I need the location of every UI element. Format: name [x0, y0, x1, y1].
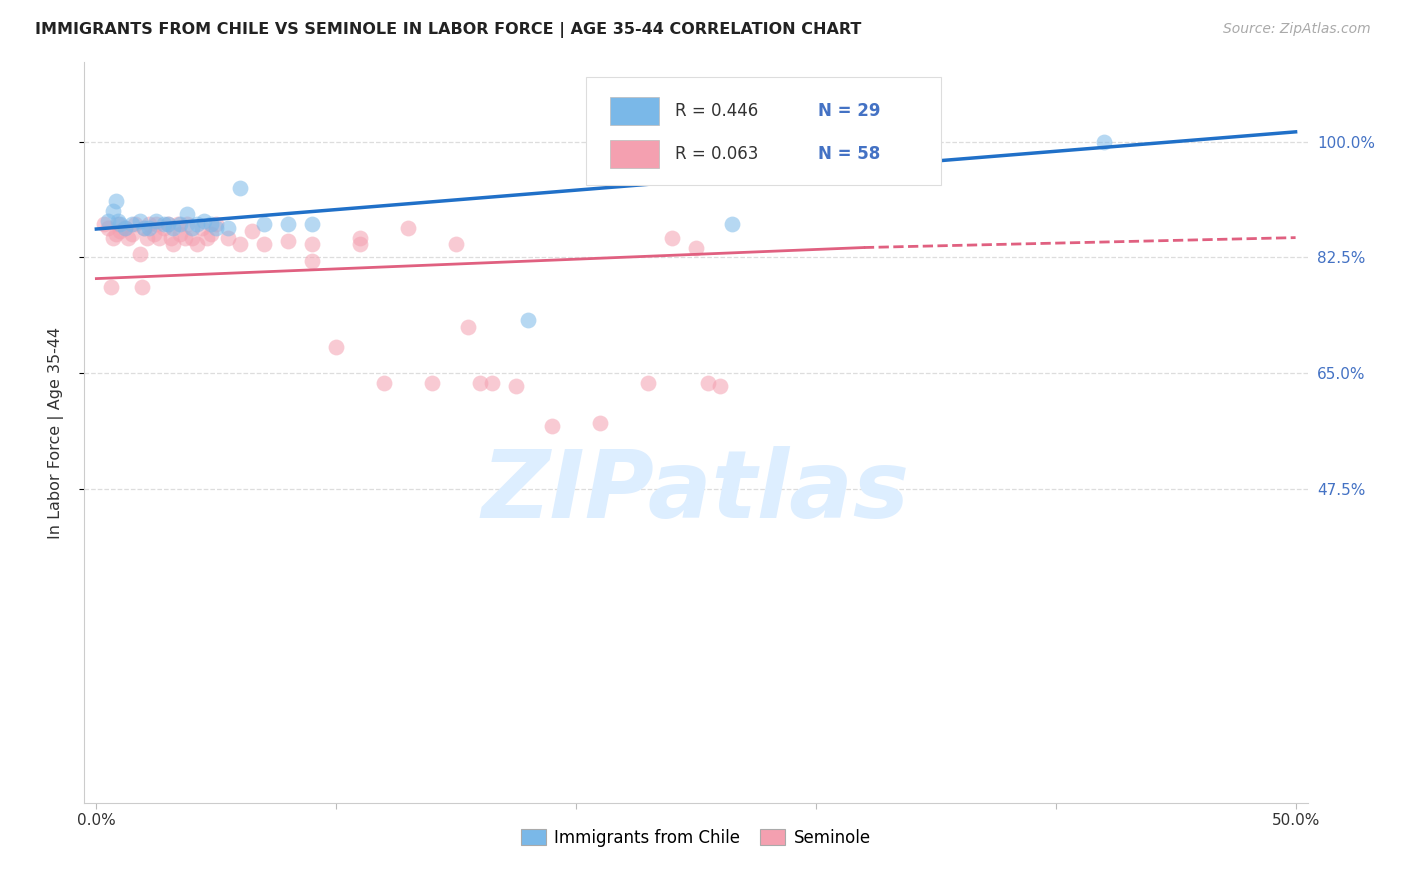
Point [661, 230, 683, 244]
Point [176, 218, 198, 232]
Point [277, 218, 299, 232]
Point [167, 218, 190, 232]
Point [121, 227, 143, 242]
Point [349, 230, 371, 244]
FancyBboxPatch shape [586, 78, 941, 185]
Point [200, 227, 222, 242]
Point [457, 319, 479, 334]
Point [468, 376, 491, 390]
Point [1092, 135, 1115, 149]
Point [186, 237, 208, 252]
Point [195, 230, 218, 244]
Text: Source: ZipAtlas.com: Source: ZipAtlas.com [1223, 22, 1371, 37]
Point [253, 237, 276, 252]
Point [134, 220, 156, 235]
Point [349, 237, 371, 252]
Point [145, 218, 167, 232]
Point [104, 227, 127, 242]
Point [152, 218, 174, 232]
Point [229, 237, 252, 252]
Point [152, 220, 174, 235]
Text: IMMIGRANTS FROM CHILE VS SEMINOLE IN LABOR FORCE | AGE 35-44 CORRELATION CHART: IMMIGRANTS FROM CHILE VS SEMINOLE IN LAB… [35, 22, 862, 38]
Point [104, 194, 127, 209]
Point [589, 416, 612, 430]
Point [145, 214, 167, 228]
Text: R = 0.063: R = 0.063 [675, 145, 759, 163]
Bar [610, 97, 659, 126]
Point [162, 237, 184, 252]
Point [505, 379, 527, 393]
Text: R = 0.446: R = 0.446 [675, 103, 758, 120]
Point [301, 237, 323, 252]
Bar [610, 140, 659, 169]
Point [217, 230, 239, 244]
Point [128, 214, 150, 228]
Point [124, 218, 146, 232]
Point [107, 214, 129, 228]
Text: N = 29: N = 29 [818, 103, 880, 120]
Point [176, 207, 198, 221]
Point [117, 230, 139, 244]
Point [138, 218, 160, 232]
Point [396, 220, 419, 235]
Y-axis label: In Labor Force | Age 35-44: In Labor Force | Age 35-44 [48, 326, 63, 539]
Point [181, 230, 204, 244]
Point [148, 230, 170, 244]
Point [709, 379, 731, 393]
Point [697, 376, 720, 390]
Point [517, 313, 540, 327]
Point [157, 218, 180, 232]
Text: ZIPatlas: ZIPatlas [482, 446, 910, 538]
Point [121, 218, 143, 232]
Point [301, 253, 323, 268]
Point [157, 218, 180, 232]
Point [93, 218, 115, 232]
Point [721, 218, 744, 232]
Point [101, 204, 124, 219]
Point [444, 237, 467, 252]
Point [159, 230, 181, 244]
Point [205, 218, 228, 232]
Point [169, 218, 191, 232]
Point [217, 220, 239, 235]
Point [169, 227, 191, 242]
Point [420, 376, 443, 390]
Point [186, 218, 208, 232]
Point [100, 280, 122, 294]
Point [114, 220, 136, 235]
Point [541, 419, 564, 434]
Point [131, 280, 153, 294]
Point [134, 220, 156, 235]
Point [373, 376, 395, 390]
Point [107, 218, 129, 232]
Point [174, 230, 197, 244]
Point [277, 234, 299, 248]
Point [128, 247, 150, 261]
Point [162, 220, 184, 235]
Point [253, 218, 276, 232]
Point [205, 220, 228, 235]
Point [138, 220, 160, 235]
Point [200, 218, 222, 232]
Point [181, 220, 204, 235]
Point [114, 220, 136, 235]
Point [685, 241, 707, 255]
Point [481, 376, 503, 390]
Point [193, 214, 215, 228]
Point [229, 181, 252, 195]
Point [142, 227, 165, 242]
Point [301, 218, 323, 232]
Point [135, 230, 157, 244]
Point [110, 224, 132, 238]
Point [191, 220, 214, 235]
Point [240, 224, 263, 238]
Point [97, 214, 120, 228]
Text: N = 58: N = 58 [818, 145, 880, 163]
Point [97, 220, 120, 235]
Point [325, 340, 347, 354]
Point [110, 218, 132, 232]
Legend: Immigrants from Chile, Seminole: Immigrants from Chile, Seminole [515, 822, 877, 854]
Point [101, 230, 124, 244]
Point [637, 376, 659, 390]
